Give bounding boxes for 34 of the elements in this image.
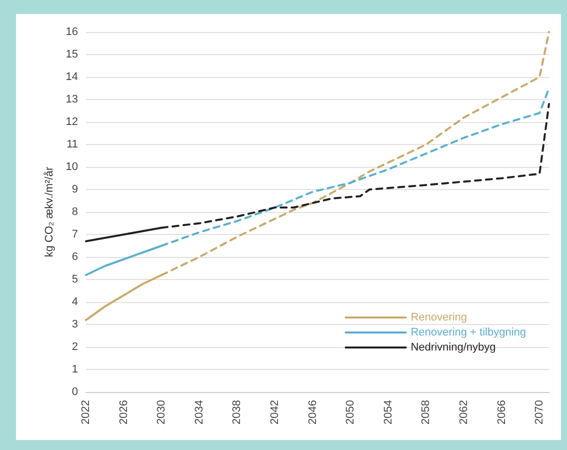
x-tick-label: 2042 <box>268 400 281 424</box>
y-tick-label: 12 <box>66 116 78 128</box>
x-tick-label: 2038 <box>231 400 244 424</box>
x-tick-label: 2066 <box>496 400 508 424</box>
x-tick-label: 2030 <box>156 400 168 424</box>
x-tick-label: 2058 <box>420 400 432 424</box>
y-tick-label: 14 <box>66 71 78 83</box>
x-tick-label: 2034 <box>193 400 206 424</box>
y-tick-label: 13 <box>66 94 78 106</box>
y-tick-label: 6 <box>72 251 78 263</box>
y-tick-label: 10 <box>66 161 78 173</box>
y-tick-label: 4 <box>72 296 78 308</box>
y-tick-label: 5 <box>72 274 78 286</box>
x-tick-label: 2046 <box>306 400 319 424</box>
x-tick-label: 2022 <box>80 400 92 424</box>
y-tick-label: 1 <box>72 364 78 376</box>
x-tick-label: 2050 <box>344 400 357 424</box>
x-tick-label: 2054 <box>382 400 394 424</box>
y-tick-label: 2 <box>72 341 78 353</box>
y-tick-label: 3 <box>72 318 78 330</box>
y-tick-label: 8 <box>72 206 78 218</box>
text: Renovering <box>410 312 467 324</box>
text: Renovering + tilbygning <box>410 326 526 338</box>
y-tick-label: 9 <box>72 184 78 196</box>
y-tick-label: 11 <box>66 138 78 150</box>
x-tick-label: 2026 <box>118 400 130 424</box>
y-axis-title: kg CO₂ ækv./m²/år <box>43 166 56 258</box>
y-tick-label: 0 <box>72 386 78 398</box>
y-tick-label: 16 <box>66 26 78 38</box>
x-tick-label: 2070 <box>534 400 546 424</box>
y-tick-label: 15 <box>66 48 78 60</box>
text: Nedrivning/nybyg <box>410 342 496 354</box>
y-tick-label: 7 <box>72 228 78 240</box>
x-tick-label: 2062 <box>458 400 470 424</box>
